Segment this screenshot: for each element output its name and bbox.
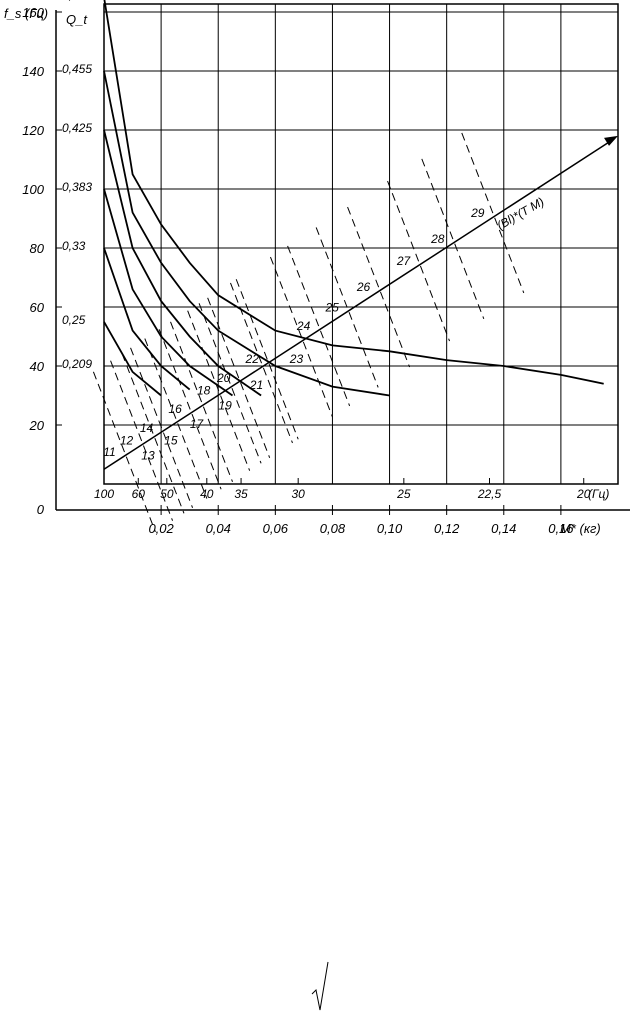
qt-axis-label: Q_t (66, 12, 88, 27)
qt-tick-label: 0,25 (62, 313, 86, 327)
m-tick-label: 0,12 (434, 521, 460, 536)
bl-dashed-line (198, 303, 262, 464)
m-tick-label: 0,08 (320, 521, 346, 536)
bl-dashed-line (170, 321, 233, 483)
f-tick-label: 40 (30, 359, 45, 374)
bl-number-label: 11 (103, 445, 115, 459)
bl-dashed-line (315, 227, 379, 388)
qt-curve (103, 188, 234, 397)
bl-number-label: 27 (396, 254, 412, 268)
f-tick-label: 120 (22, 123, 44, 138)
bl-dashed-line (461, 132, 525, 294)
bl-dashed-line (130, 347, 194, 508)
bl-dashed-line (230, 282, 293, 444)
qt-curves (103, 0, 618, 470)
bl-number-label: 14 (140, 421, 154, 435)
qt-curve (103, 129, 262, 397)
freq-scale-label: 50 (160, 487, 174, 501)
f-tick-label: 0 (37, 502, 45, 517)
bl-dashed-line (144, 338, 208, 499)
qt-tick-label: 0,425 (62, 121, 92, 135)
bl-dashed-line (347, 206, 411, 368)
f-tick-label: 100 (22, 182, 44, 197)
f-tick-label: 60 (30, 300, 45, 315)
f-tick-label: 140 (22, 64, 44, 79)
m-tick-label: 0,14 (491, 521, 516, 536)
bl-number-label: 22 (245, 352, 260, 366)
m-tick-label: 0,02 (148, 521, 174, 536)
m-axis-label: M* (кг) (560, 521, 601, 536)
bl-number-label: 29 (470, 206, 485, 220)
qt-curve (103, 247, 191, 391)
freq-scale-unit: (Гц) (588, 487, 609, 501)
bl-number-label: 16 (168, 402, 182, 416)
bl-number-label: 24 (296, 319, 311, 333)
bl-number-label: 28 (430, 232, 445, 246)
bl-diagonal-axis (103, 138, 615, 470)
bl-dashed-line (121, 353, 185, 514)
bl-number-label: 21 (249, 378, 263, 392)
bl-number-label: 25 (324, 300, 339, 314)
qt-curve (103, 321, 162, 397)
freq-scale-label: 100 (94, 487, 114, 501)
freq-scale-label: 20 (576, 487, 591, 501)
bl-number-label: 17 (190, 417, 205, 431)
bl-dashed-line (387, 180, 451, 342)
bl-number-label: 19 (218, 398, 232, 412)
m-tick-label: 0,04 (206, 521, 231, 536)
bl-dashed-line (92, 371, 156, 533)
plot-border (103, 3, 619, 485)
bl-dashed-line (158, 329, 222, 490)
qt-tick-label: 0,557 (62, 0, 93, 2)
bl-dashed-line (270, 256, 333, 418)
freq-scale-label: 30 (291, 487, 305, 501)
freq-scale-label: 60 (132, 487, 146, 501)
freq-scale-label: 35 (234, 487, 248, 501)
bl-dashed-line (421, 158, 485, 320)
f-tick-label: 80 (30, 241, 45, 256)
speaker-parameter-nomogram: 160 140 120 100 80 60 40 20 0 0,557 0,455 0,425 0,38… (4, 0, 630, 536)
m-tick-label: 0,06 (263, 521, 289, 536)
bl-number-label: 26 (356, 280, 371, 294)
freq-scale-label: 25 (396, 487, 411, 501)
bl-number-label: 13 (141, 448, 155, 462)
freq-scale-label: 22,5 (477, 487, 502, 501)
f-tick-label: 20 (29, 418, 45, 433)
qt-tick-label: 0,455 (62, 62, 92, 76)
bl-dashed-line (287, 245, 351, 407)
bl-dashed-lines (92, 132, 525, 533)
qt-tick-label: 0,33 (62, 239, 86, 253)
sqrt-symbol: √ (311, 961, 329, 1011)
bl-dashed-line (207, 297, 271, 458)
qt-curve (103, 0, 604, 385)
chart-grid (104, 4, 618, 484)
m-tick-label: 0,16 (548, 521, 574, 536)
m-tick-label: 0,10 (377, 521, 403, 536)
bl-dashed-line (110, 360, 174, 521)
qt-tick-label: 0,383 (62, 180, 92, 194)
f-tick-label: 160 (22, 5, 44, 20)
chart-labels: 160 140 120 100 80 60 40 20 0 0,557 0,455 0,425 0,38… (22, 0, 590, 536)
freq-scale-label: 40 (200, 487, 214, 501)
bl-number-label: 20 (216, 371, 231, 385)
bl-dashed-line (235, 279, 299, 440)
bl-number-label: 18 (197, 384, 211, 398)
bl-number-label: 15 (164, 434, 178, 448)
bl-number-label: 23 (289, 352, 304, 366)
bl-axis-arrow (604, 135, 618, 146)
bl-dashed-line (187, 310, 251, 471)
qt-tick-label: 0,209 (62, 357, 92, 371)
f-axis-label: f_s (Гц) (4, 6, 48, 21)
bl-number-label: 12 (120, 434, 134, 448)
chart-frame (55, 3, 630, 511)
